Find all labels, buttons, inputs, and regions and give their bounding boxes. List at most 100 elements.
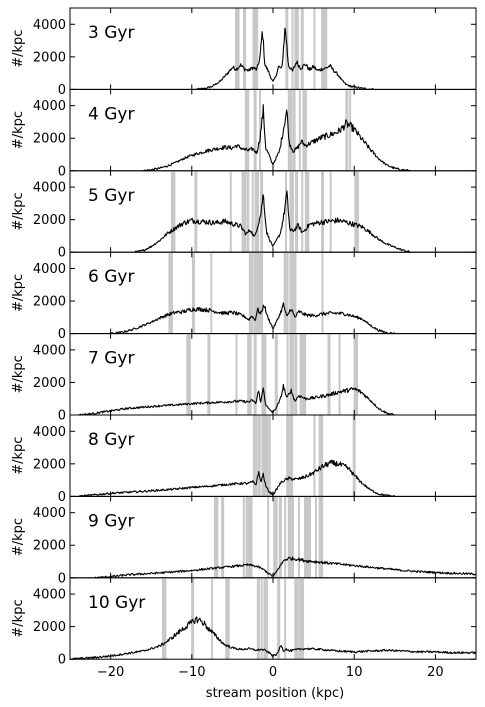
panel-label: 5 Gyr <box>88 186 134 206</box>
panel-7: 0 2000 4000 #/kpc 9 Gyr <box>11 495 477 586</box>
highlight-band <box>210 252 213 334</box>
highlight-band <box>273 496 278 578</box>
y-tick-label: 2000 <box>33 50 66 65</box>
highlight-band <box>290 496 294 578</box>
panel-frame <box>69 333 477 416</box>
highlight-band <box>290 415 294 497</box>
highlight-band <box>221 496 225 578</box>
panel-1: 0 2000 4000 #/kpc 3 Gyr <box>11 7 477 98</box>
highlight-band <box>274 333 278 415</box>
highlight-band <box>260 577 263 660</box>
highlight-band <box>287 89 293 171</box>
highlight-band <box>318 496 324 578</box>
highlight-band <box>259 89 262 171</box>
series-line <box>70 616 477 660</box>
highlight-band <box>286 415 291 497</box>
y-tick-label: 2000 <box>33 620 66 635</box>
x-tick-label: 20 <box>427 665 444 680</box>
highlight-band <box>304 170 310 253</box>
series-line <box>143 104 411 172</box>
highlight-band <box>295 170 299 253</box>
x-tick-label: −20 <box>97 665 124 680</box>
y-axis-label: #/kpc <box>11 30 26 68</box>
y-tick-label: 4000 <box>33 506 66 521</box>
highlight-band <box>284 170 287 253</box>
y-tick-label: 4000 <box>33 18 66 33</box>
panel-label: 10 Gyr <box>88 593 145 613</box>
highlight-band <box>284 577 287 660</box>
highlight-band <box>353 333 359 415</box>
highlight-band <box>304 496 309 578</box>
highlight-band <box>299 333 302 415</box>
highlight-band <box>298 89 301 171</box>
bands-group <box>168 252 324 334</box>
highlight-band <box>242 496 245 578</box>
y-tick-label: 4000 <box>33 588 66 603</box>
highlight-band <box>247 333 252 415</box>
series-line <box>195 27 375 90</box>
highlight-band <box>229 170 232 253</box>
highlight-band <box>186 333 191 415</box>
highlight-band <box>287 496 293 578</box>
highlight-band <box>246 170 250 253</box>
panel-frame <box>69 251 477 335</box>
panel-6: 0 2000 4000 #/kpc 8 Gyr <box>11 414 477 505</box>
highlight-band <box>302 89 307 171</box>
panel-label: 8 Gyr <box>88 430 134 450</box>
highlight-band <box>253 333 257 415</box>
panel-frame <box>69 495 477 579</box>
highlight-band <box>329 170 332 253</box>
highlight-band <box>213 496 219 578</box>
y-tick-label: 0 <box>58 571 66 586</box>
highlight-band <box>261 333 267 415</box>
highlight-band <box>245 496 251 578</box>
highlight-band <box>300 8 304 90</box>
x-tick-label: 0 <box>269 665 277 680</box>
highlight-band <box>211 577 214 660</box>
highlight-band <box>315 496 318 578</box>
x-tick-label: −10 <box>178 665 205 680</box>
bands-group <box>235 8 328 90</box>
series-line <box>134 190 412 253</box>
y-tick-label: 2000 <box>33 295 66 310</box>
panel-label: 4 Gyr <box>88 104 134 124</box>
bands-group <box>186 333 359 415</box>
highlight-band <box>301 170 304 253</box>
highlight-band <box>191 252 195 334</box>
x-tick-labels: −20 −10 0 10 20 <box>97 665 444 680</box>
highlight-band <box>289 252 294 334</box>
highlight-band <box>253 8 259 90</box>
panel-label: 9 Gyr <box>88 511 134 531</box>
highlight-band <box>207 333 211 415</box>
highlight-band <box>286 252 289 334</box>
highlight-band <box>253 89 257 171</box>
bands-group <box>161 577 305 660</box>
highlight-band <box>352 415 356 497</box>
bands-group <box>170 170 359 253</box>
panel-frame <box>69 577 477 660</box>
series-line <box>110 302 395 335</box>
highlight-band <box>301 333 307 415</box>
panel-frame <box>69 170 477 253</box>
highlight-band <box>252 8 255 90</box>
highlight-band <box>313 415 316 497</box>
y-tick-label: 0 <box>58 490 66 505</box>
highlight-band <box>354 170 359 253</box>
highlight-band <box>191 577 195 660</box>
highlight-band <box>327 333 331 415</box>
highlight-band <box>313 8 316 90</box>
highlight-band <box>318 415 324 497</box>
highlight-band <box>293 252 297 334</box>
y-tick-label: 0 <box>58 246 66 261</box>
y-tick-label: 2000 <box>33 132 66 147</box>
highlight-band <box>289 333 294 415</box>
panel-5: 0 2000 4000 #/kpc 7 Gyr <box>11 333 477 424</box>
highlight-band <box>254 170 260 253</box>
highlight-band <box>349 89 352 171</box>
highlight-band <box>257 415 261 497</box>
y-axis-label: #/kpc <box>11 274 26 312</box>
highlight-band <box>263 577 268 660</box>
highlight-band <box>194 170 198 253</box>
highlight-band <box>244 89 250 171</box>
